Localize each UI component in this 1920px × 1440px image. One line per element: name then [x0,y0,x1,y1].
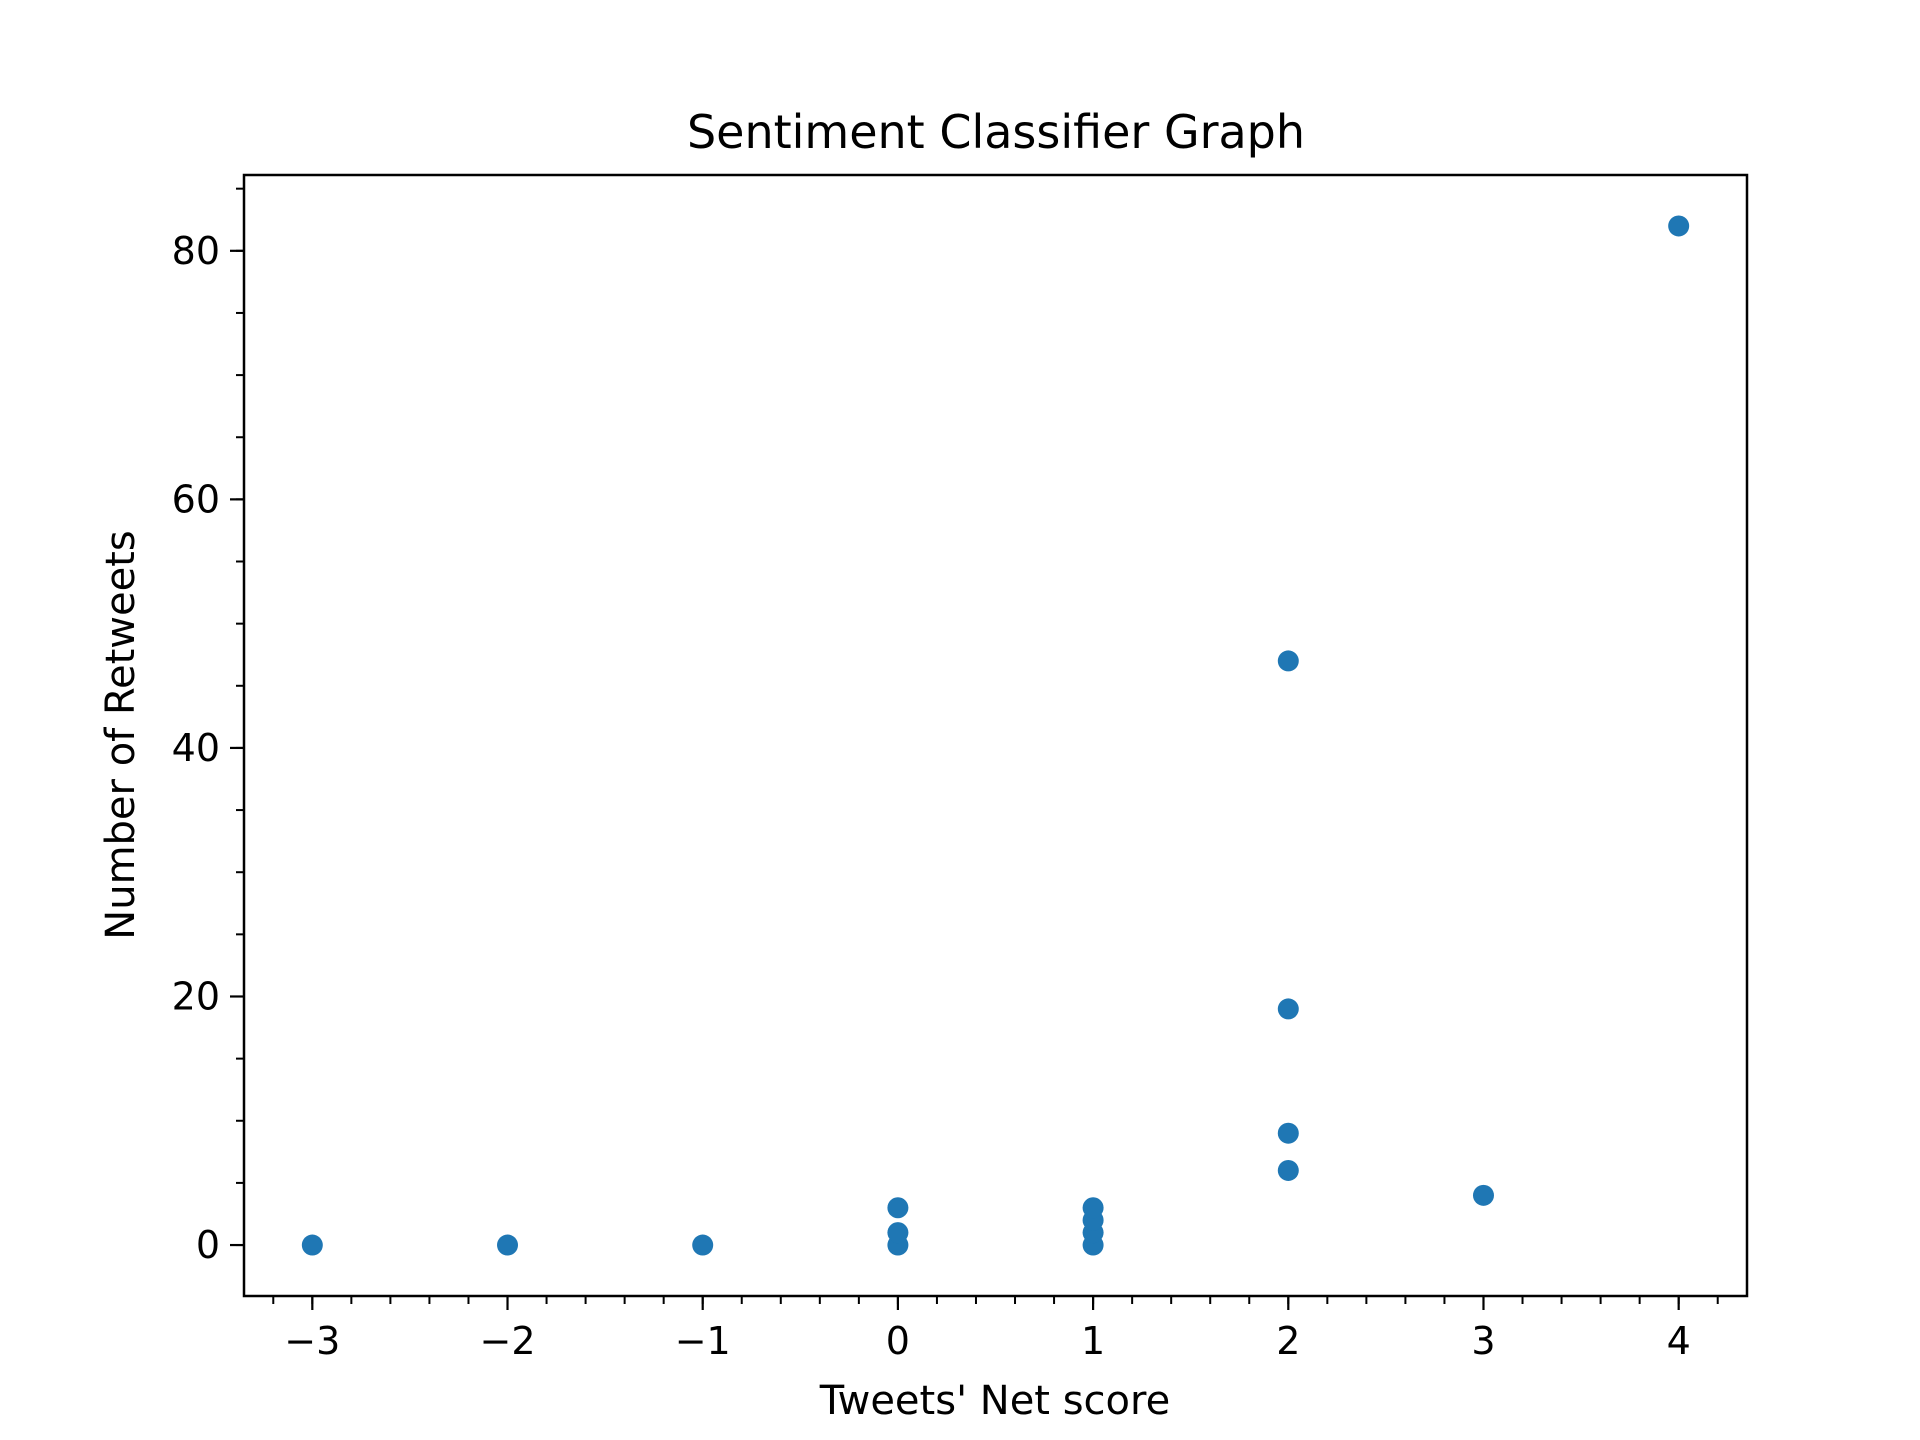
data-point [1277,1159,1299,1181]
x-tick-label: −2 [479,1319,535,1363]
data-point [1277,650,1299,672]
data-point [1277,1122,1299,1144]
data-point [497,1234,519,1256]
data-point [1277,998,1299,1020]
y-tick-label: 80 [172,229,220,273]
data-point [887,1197,909,1219]
y-axis-label: Number of Retweets [98,530,144,939]
y-axis: 0 20 40 60 80 [172,187,244,1267]
x-tick-label: −3 [284,1319,340,1363]
y-tick-label: 40 [172,726,220,770]
x-tick-label: 4 [1667,1319,1691,1363]
x-tick-label: 0 [886,1319,910,1363]
x-axis-label: Tweets' Net score [819,1378,1170,1424]
x-tick-label: −1 [675,1319,731,1363]
chart-title: Sentiment Classifier Graph [687,105,1305,159]
x-tick-label: 2 [1276,1319,1300,1363]
plot-frame [242,173,1749,1298]
x-axis: −3 −2 −1 0 1 2 3 4 [272,1296,1719,1363]
y-tick-label: 20 [172,974,220,1018]
x-tick-label: 1 [1081,1319,1105,1363]
data-point [301,1234,323,1256]
data-points [301,215,1690,1256]
x-tick-label: 3 [1471,1319,1495,1363]
data-point [1082,1197,1104,1219]
data-point [1472,1184,1494,1206]
data-point [1668,215,1690,237]
data-point [887,1222,909,1244]
data-point [692,1234,714,1256]
y-tick-label: 60 [172,477,220,521]
y-tick-label: 0 [196,1223,220,1267]
